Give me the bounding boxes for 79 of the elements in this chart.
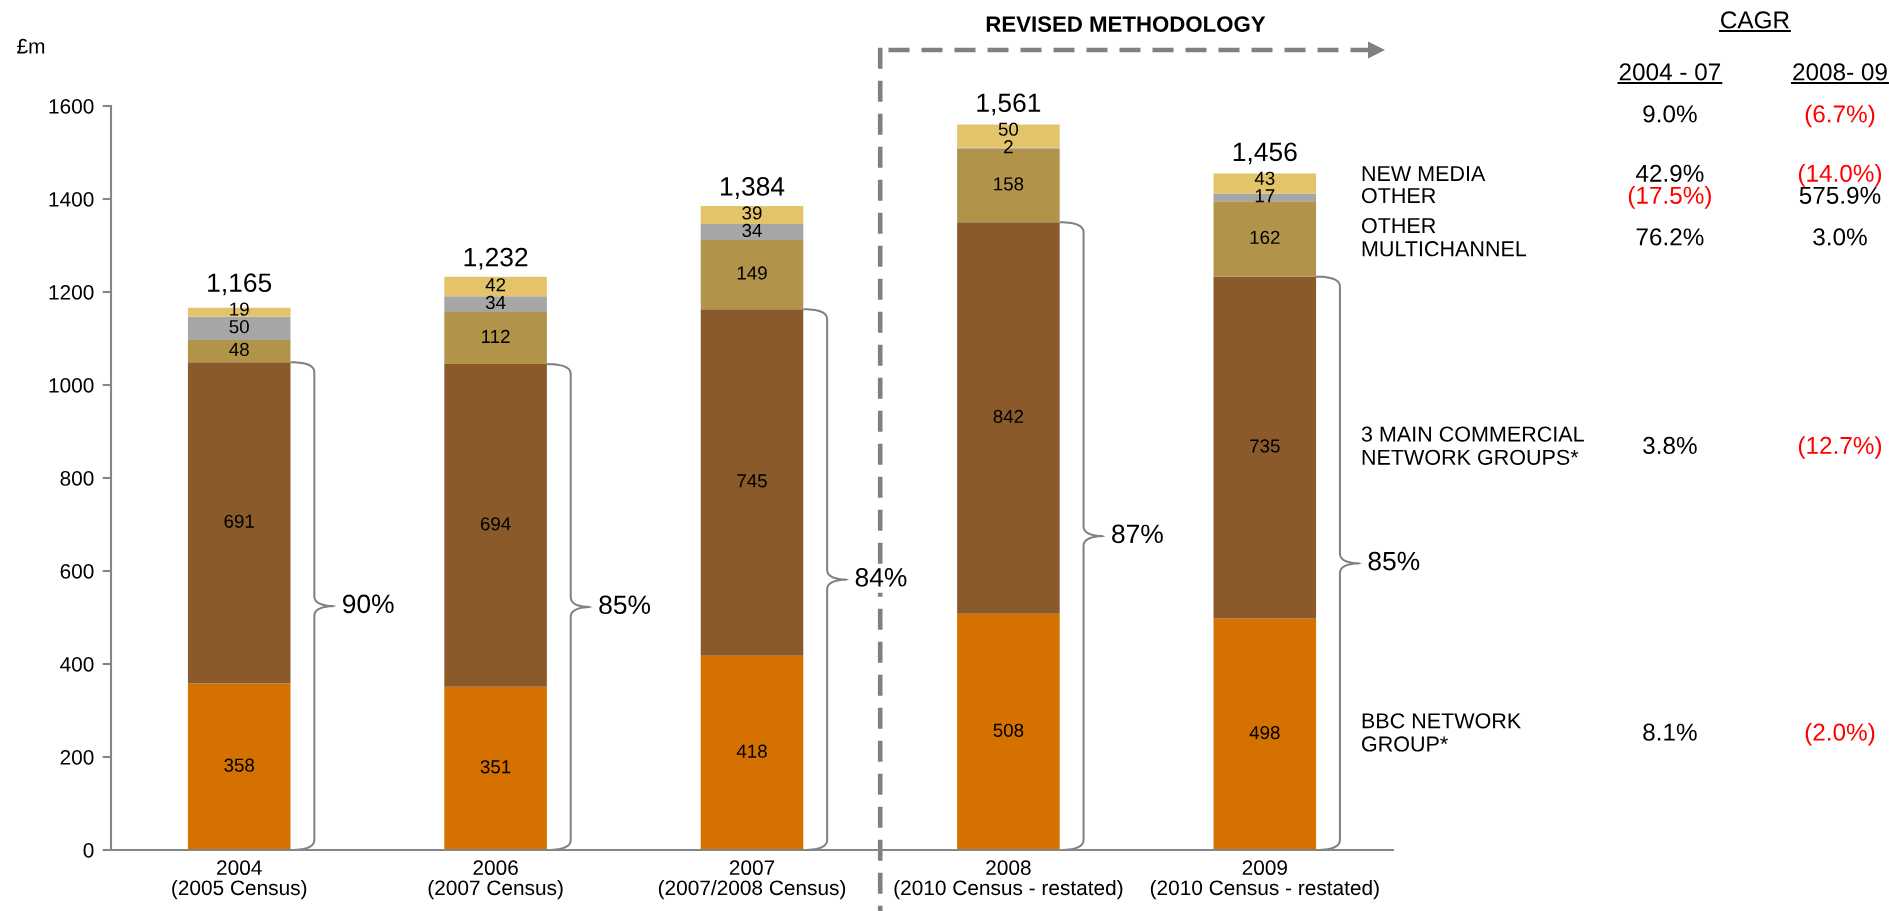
- text: OTHER MULTICHANNEL: [1361, 217, 1527, 257]
- y-tick-label: 1400: [49, 192, 94, 207]
- x-tick-label: 2007 (2007/2008 Census): [658, 860, 846, 900]
- data-label: 508: [993, 723, 1024, 737]
- y-tick-label: 0: [83, 843, 94, 858]
- data-label: 34: [485, 295, 506, 310]
- y-tick-label: 800: [60, 471, 94, 486]
- data-label: 39: [742, 206, 762, 220]
- total-label: 1,384: [721, 177, 785, 199]
- data-label: 43: [1254, 171, 1275, 185]
- data-label: (17.5%): [1628, 186, 1711, 209]
- data-label: 158: [994, 177, 1024, 191]
- total-label: 1,456: [1233, 142, 1297, 165]
- total-label: 1,232: [464, 247, 528, 270]
- data-label: 3.8%: [1643, 436, 1697, 455]
- data-label: 34: [742, 223, 762, 238]
- data-label: 498: [1249, 725, 1280, 740]
- x-tick-label: 2004 (2005 Census): [172, 860, 307, 900]
- data-label: 418: [736, 744, 767, 758]
- data-label: 2: [1004, 140, 1013, 154]
- x-tick-label: 2008 (2010 Census - restated): [894, 860, 1123, 900]
- annotation: 87%: [1112, 524, 1163, 544]
- data-label: (12.7%): [1798, 436, 1882, 459]
- annotation: 90%: [343, 594, 394, 614]
- data-label: 575.9%: [1799, 186, 1881, 204]
- bar: [444, 276, 547, 297]
- data-label: 691: [224, 514, 254, 528]
- text: 3 MAIN COMMERCIAL NETWORK GROUPS*: [1361, 426, 1584, 465]
- text: NEW MEDIA: [1362, 166, 1486, 181]
- data-label: 351: [480, 760, 511, 774]
- y-tick-label: 1200: [49, 285, 94, 300]
- x-tick-label: 2009 (2010 Census - restated): [1150, 860, 1379, 900]
- y-tick-label: 1600: [49, 99, 94, 114]
- y-tick-label: 200: [60, 750, 94, 765]
- data-label: 735: [1250, 439, 1280, 453]
- total-label: 1,561: [977, 93, 1041, 116]
- data-label: 745: [737, 474, 767, 488]
- category-label: 2008- 09: [1793, 63, 1887, 81]
- total-label: 1,165: [208, 273, 272, 296]
- data-label: 17: [1255, 189, 1275, 203]
- data-label: 9.0%: [1643, 105, 1697, 123]
- data-label: (2.0%): [1805, 722, 1875, 746]
- data-label: 50: [998, 122, 1019, 136]
- data-label: 42.9%: [1635, 164, 1704, 182]
- bar: [700, 224, 804, 240]
- data-label: 112: [482, 329, 510, 343]
- x-tick-label: 2006 (2007 Census): [428, 860, 563, 900]
- text: REVISED METHODOLOGY: [986, 16, 1266, 32]
- y-axis-title: £m: [17, 38, 45, 54]
- text: OTHER: [1361, 187, 1436, 204]
- data-label: 76.2%: [1636, 228, 1704, 246]
- data-label: 8.1%: [1643, 723, 1697, 741]
- annotation: 84%: [855, 568, 907, 587]
- data-label: 842: [993, 409, 1024, 424]
- data-label: 3.0%: [1813, 228, 1867, 246]
- bar: [187, 316, 291, 340]
- data-label: 42: [485, 278, 506, 292]
- y-tick-label: 1000: [49, 378, 94, 393]
- y-tick-label: 600: [60, 564, 94, 579]
- text: BBC NETWORK GROUP*: [1362, 713, 1521, 752]
- bar: [1213, 201, 1317, 277]
- data-label: 358: [224, 758, 255, 772]
- data-label: 149: [737, 266, 767, 280]
- data-label: (6.7%): [1805, 104, 1875, 128]
- data-label: 48: [229, 342, 249, 357]
- bar: [700, 239, 804, 310]
- bar: [444, 312, 547, 365]
- category-label: 2004 - 07: [1619, 63, 1721, 81]
- bar: [444, 296, 547, 312]
- data-label: 694: [480, 517, 511, 531]
- bar: [700, 205, 804, 225]
- data-label: 162: [1250, 230, 1280, 245]
- bar: [187, 339, 291, 363]
- annotation: 85%: [599, 595, 651, 615]
- text: CAGR: [1721, 11, 1789, 29]
- annotation: 85%: [1368, 551, 1420, 571]
- data-label: (14.0%): [1798, 164, 1882, 187]
- y-tick-label: 400: [60, 657, 94, 672]
- data-label: 50: [229, 320, 249, 334]
